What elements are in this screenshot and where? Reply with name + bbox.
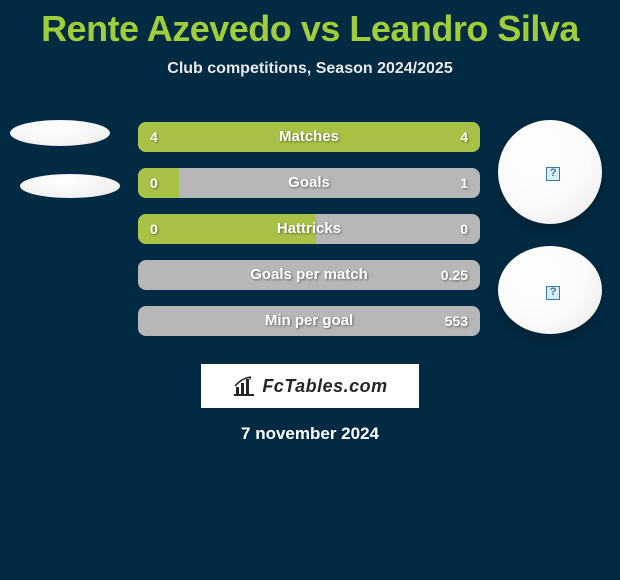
stat-row: 4 Matches 4	[138, 122, 480, 152]
image-missing-icon	[546, 286, 560, 300]
stat-label: Goals	[138, 168, 480, 198]
player-right-name: Leandro Silva	[349, 8, 579, 49]
stat-label: Matches	[138, 122, 480, 152]
stat-row: 0 Goals 1	[138, 168, 480, 198]
stat-right-value: 4	[460, 122, 468, 152]
stat-right-value: 0.25	[441, 260, 468, 290]
comparison-subtitle: Club competitions, Season 2024/2025	[0, 60, 620, 78]
stat-right-value: 1	[460, 168, 468, 198]
comparison-title: Rente Azevedo vs Leandro Silva	[0, 0, 620, 50]
player-left-name: Rente Azevedo	[41, 8, 291, 49]
stat-label: Hattricks	[138, 214, 480, 244]
stat-row: 0 Hattricks 0	[138, 214, 480, 244]
brand-box: FcTables.com	[201, 364, 419, 408]
stat-row: Min per goal 553	[138, 306, 480, 336]
left-player-avatar-placeholder-1	[10, 120, 110, 146]
date-text: 7 november 2024	[0, 424, 620, 444]
comparison-stage: 4 Matches 4 0 Goals 1 0 Hattricks 0 Goal…	[0, 106, 620, 346]
stat-label: Min per goal	[138, 306, 480, 336]
stat-label: Goals per match	[138, 260, 480, 290]
left-player-avatar-placeholder-2	[20, 174, 120, 198]
vs-separator: vs	[301, 8, 350, 49]
stat-row: Goals per match 0.25	[138, 260, 480, 290]
brand-text: FcTables.com	[262, 376, 387, 397]
right-player-avatar-1	[498, 120, 602, 224]
stat-right-value: 0	[460, 214, 468, 244]
bar-chart-icon	[232, 375, 256, 397]
stat-right-value: 553	[445, 306, 468, 336]
right-player-avatar-2	[498, 246, 602, 334]
image-missing-icon	[546, 167, 560, 181]
stat-rows: 4 Matches 4 0 Goals 1 0 Hattricks 0 Goal…	[138, 122, 480, 352]
